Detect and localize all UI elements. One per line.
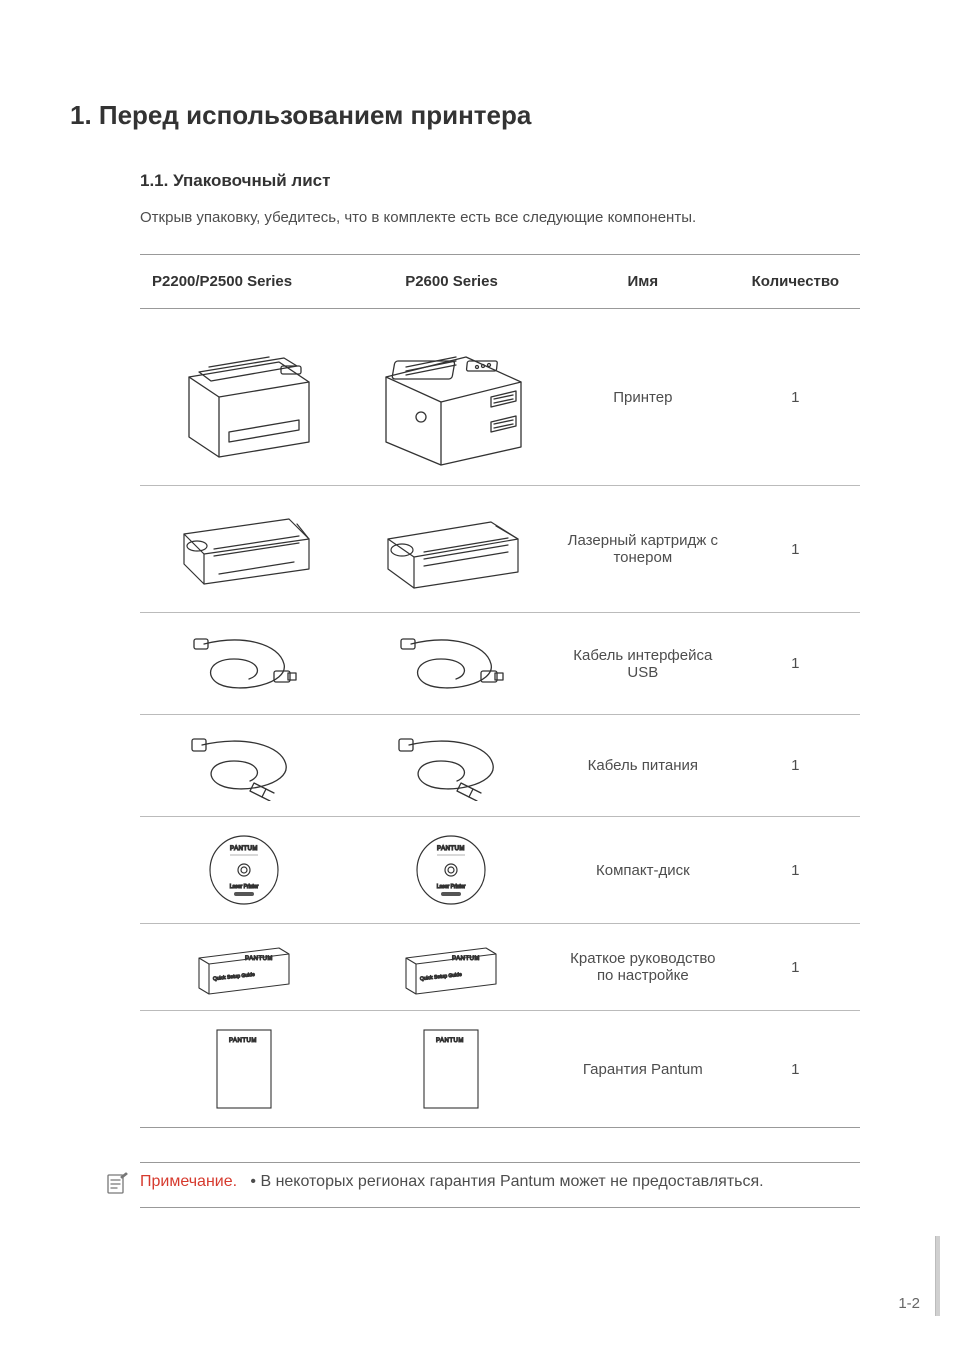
table-row: Кабель питания 1 — [140, 715, 860, 817]
item-qty: 1 — [731, 715, 860, 817]
item-name: Лазерный картридж с тонером — [555, 486, 731, 613]
svg-text:PANTUM: PANTUM — [230, 846, 258, 852]
power-cable-illustration — [146, 731, 342, 801]
printer-p2600-illustration — [354, 327, 549, 467]
table-row: PANTUM PANTUM Г — [140, 1011, 860, 1128]
subsection-title: 1.1. Упаковочный лист — [140, 171, 884, 191]
col-header-series1: P2200/P2500 Series — [140, 255, 348, 309]
item-name: Кабель питания — [555, 715, 731, 817]
table-header-row: P2200/P2500 Series P2600 Series Имя Коли… — [140, 255, 860, 309]
svg-text:PANTUM: PANTUM — [453, 956, 481, 962]
col-header-qty: Количество — [731, 255, 860, 309]
svg-text:PANTUM: PANTUM — [245, 956, 273, 962]
note-label: Примечание. — [140, 1173, 237, 1190]
svg-text:Quick Setup Guide: Quick Setup Guide — [213, 971, 256, 981]
page-number: 1-2 — [898, 1295, 920, 1312]
svg-text:Laser Printer: Laser Printer — [230, 884, 259, 890]
item-name: Краткое руководство по настройке — [555, 924, 731, 1011]
table-row: PANTUM Laser Printer — [140, 817, 860, 924]
col-header-name: Имя — [555, 255, 731, 309]
printer-p2200-illustration — [146, 332, 342, 462]
svg-text:PANTUM: PANTUM — [436, 1038, 464, 1044]
intro-text: Открыв упаковку, убедитесь, что в компле… — [140, 209, 884, 226]
table-row: PANTUM Quick Setup Guide — [140, 924, 860, 1011]
svg-text:Laser Printer: Laser Printer — [437, 884, 466, 890]
item-qty: 1 — [731, 613, 860, 715]
svg-text:PANTUM: PANTUM — [229, 1038, 257, 1044]
quick-guide-illustration: PANTUM Quick Setup Guide — [146, 940, 342, 995]
page-edge-decoration — [935, 1236, 940, 1316]
note-block: Примечание. • В некоторых регионах гаран… — [140, 1162, 860, 1208]
table-row: Лазерный картридж с тонером 1 — [140, 486, 860, 613]
toner-p2600-illustration — [354, 504, 549, 594]
item-name: Компакт-диск — [555, 817, 731, 924]
item-qty: 1 — [731, 486, 860, 613]
table-row: Кабель интерфейса USB 1 — [140, 613, 860, 715]
item-qty: 1 — [731, 817, 860, 924]
item-name: Кабель интерфейса USB — [555, 613, 731, 715]
power-cable-illustration — [354, 731, 549, 801]
item-name: Принтер — [555, 309, 731, 486]
svg-text:PANTUM: PANTUM — [438, 846, 466, 852]
section-title: 1. Перед использованием принтера — [70, 100, 884, 131]
quick-guide-illustration: PANTUM Quick Setup Guide — [354, 940, 549, 995]
table-row: Принтер 1 — [140, 309, 860, 486]
usb-cable-illustration — [146, 629, 342, 699]
col-header-series2: P2600 Series — [348, 255, 555, 309]
packing-list-table: P2200/P2500 Series P2600 Series Имя Коли… — [140, 254, 860, 1128]
warranty-card-illustration: PANTUM — [354, 1024, 549, 1114]
item-name: Гарантия Pantum — [555, 1011, 731, 1128]
document-page: 1. Перед использованием принтера 1.1. Уп… — [0, 0, 954, 1350]
item-qty: 1 — [731, 924, 860, 1011]
note-text: • В некоторых регионах гарантия Pantum м… — [250, 1173, 763, 1190]
item-qty: 1 — [731, 309, 860, 486]
note-icon — [104, 1171, 130, 1197]
toner-p2200-illustration — [146, 504, 342, 594]
cd-illustration: PANTUM Laser Printer — [354, 830, 549, 910]
svg-text:Quick Setup Guide: Quick Setup Guide — [420, 971, 463, 981]
cd-illustration: PANTUM Laser Printer — [146, 830, 342, 910]
usb-cable-illustration — [354, 629, 549, 699]
item-qty: 1 — [731, 1011, 860, 1128]
warranty-card-illustration: PANTUM — [146, 1024, 342, 1114]
